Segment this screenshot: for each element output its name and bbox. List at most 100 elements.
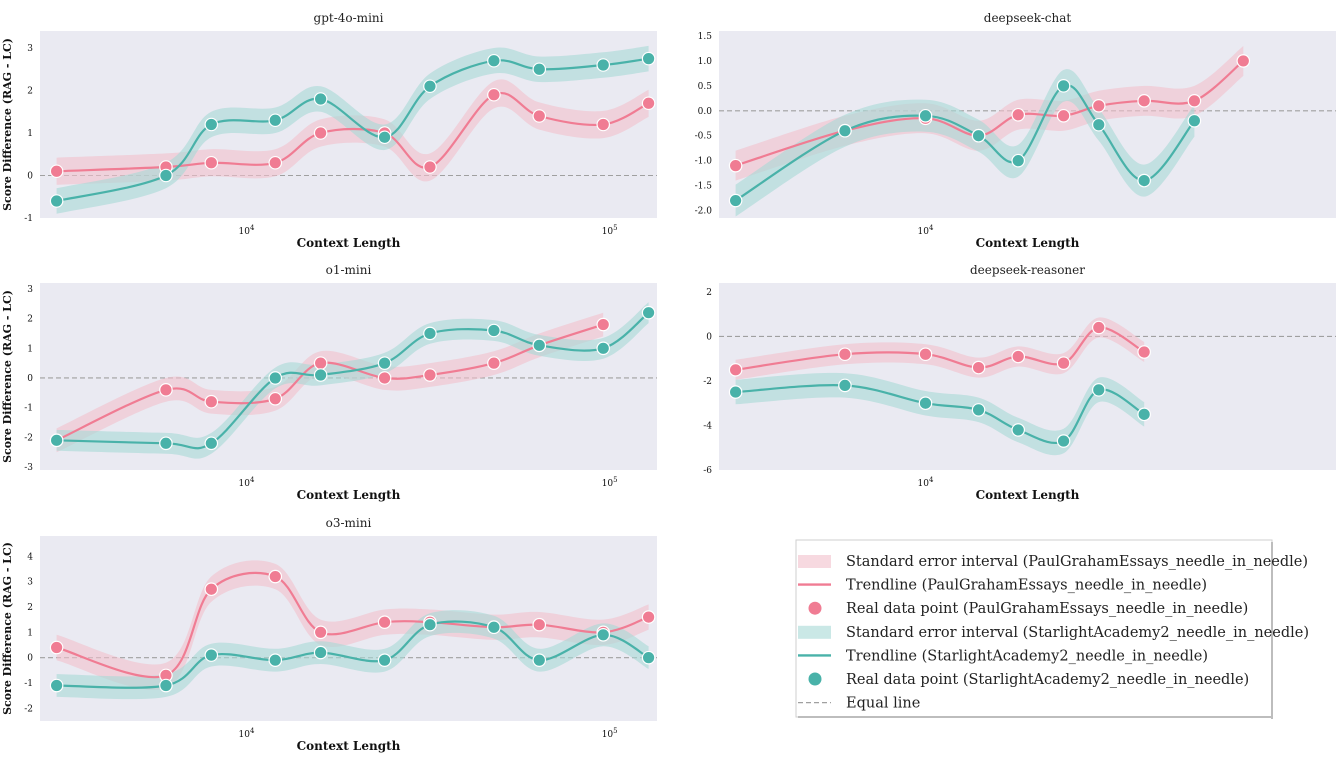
legend-item: Trendline (StarlightAcademy2_needle_in_n… (798, 648, 1208, 664)
legend-label: Equal line (846, 696, 920, 712)
x-tick-label: 105 (602, 476, 618, 489)
data-point-paul (423, 368, 437, 382)
data-point-paul (1236, 54, 1251, 68)
x-tick-label: 104 (239, 224, 255, 237)
data-point-star (532, 338, 547, 353)
data-point-paul (1091, 320, 1106, 335)
data-point-paul (487, 356, 501, 370)
data-point-paul (487, 87, 501, 102)
x-tick-label: 104 (918, 476, 934, 489)
data-point-paul (204, 155, 219, 170)
data-point-paul (1056, 356, 1071, 370)
data-point-star (487, 323, 501, 338)
data-point-star (204, 117, 219, 132)
data-point-star (313, 645, 328, 660)
x-tick-label: 104 (918, 224, 934, 237)
data-point-paul (268, 155, 283, 170)
standard-error-band-paul (735, 46, 1244, 181)
y-tick-label: -2 (24, 433, 33, 443)
data-point-star (1011, 423, 1026, 437)
data-point-paul (641, 96, 656, 111)
data-point-star (268, 653, 283, 667)
y-axis-label: Score Difference (RAG - LC) (1, 290, 14, 463)
y-tick-label: 3 (27, 578, 33, 588)
data-point-star (728, 385, 743, 399)
data-point-paul (204, 394, 219, 409)
y-tick-label: 3 (27, 44, 33, 54)
y-tick-label: 0.0 (698, 107, 713, 117)
data-point-star (728, 193, 743, 208)
data-point-paul (728, 363, 743, 377)
data-point-star (596, 58, 611, 72)
data-point-paul (971, 360, 986, 375)
chart-panel-o1-mini: o1-mini Context Length Score Difference (R… (1, 263, 657, 502)
data-point-star (159, 168, 173, 183)
legend-item: Real data point (StarlightAcademy2_needl… (808, 672, 1249, 688)
data-point-star (1056, 79, 1071, 93)
legend-item: Equal line (798, 696, 920, 712)
chart-panel-gpt-4o-mini: gpt-4o-mini Context Length Score Differenc… (1, 11, 657, 250)
standard-error-band-paul (56, 560, 649, 690)
data-point-star (49, 433, 64, 448)
data-point-paul (268, 391, 283, 406)
y-tick-label: -1 (24, 404, 33, 414)
data-point-star (377, 653, 392, 667)
x-axis-label: Context Length (297, 488, 401, 502)
y-tick-label: -1 (24, 679, 33, 689)
x-tick-label: 104 (239, 476, 255, 489)
data-point-star (313, 368, 328, 382)
y-tick-label: -3 (24, 463, 33, 473)
data-point-star (918, 396, 933, 411)
data-point-paul (1137, 345, 1151, 359)
data-point-paul (1056, 108, 1071, 123)
y-tick-label: 4 (27, 552, 33, 562)
legend-label: Standard error interval (PaulGrahamEssay… (846, 554, 1308, 570)
y-tick-label: 2 (706, 288, 712, 298)
data-point-star (487, 620, 501, 635)
legend-label: Standard error interval (StarlightAcadem… (846, 625, 1309, 641)
data-point-paul (1137, 94, 1151, 108)
y-tick-label: -1.5 (695, 182, 713, 192)
y-tick-label: -2 (24, 704, 33, 714)
chart-title: deepseek-chat (984, 11, 1072, 25)
data-point-star (49, 194, 64, 208)
x-tick-label: 105 (602, 224, 618, 237)
data-point-paul (918, 347, 933, 362)
trendline-paul (56, 323, 604, 442)
data-point-star (596, 341, 611, 356)
data-point-star (641, 650, 656, 665)
trendline-paul (735, 60, 1245, 167)
data-point-star (423, 79, 437, 94)
legend-swatch-point (808, 601, 822, 615)
standard-error-band-paul (735, 317, 1145, 380)
y-tick-label: 2 (27, 315, 33, 325)
standard-error-band-star (735, 69, 1195, 217)
data-point-paul (1187, 94, 1202, 108)
data-point-star (423, 617, 437, 632)
y-tick-label: -1.0 (695, 157, 713, 167)
data-point-paul (49, 164, 64, 179)
legend-item: Standard error interval (StarlightAcadem… (798, 625, 1309, 641)
data-point-paul (159, 383, 173, 397)
data-point-star (641, 305, 656, 320)
trendline-paul (56, 571, 649, 679)
standard-error-band-star (56, 610, 649, 700)
y-tick-label: 1.0 (698, 57, 713, 67)
data-point-star (532, 62, 547, 77)
legend-label: Real data point (PaulGrahamEssays_needle… (846, 601, 1248, 617)
data-point-star (377, 356, 392, 370)
data-point-paul (313, 356, 328, 370)
data-point-star (1056, 434, 1071, 448)
data-point-paul (313, 126, 328, 140)
y-tick-label: -0.5 (695, 132, 713, 142)
data-point-star (313, 92, 328, 106)
data-point-paul (204, 582, 219, 597)
y-tick-label: -4 (703, 421, 712, 431)
data-point-paul (49, 640, 64, 655)
y-tick-label: 0 (27, 172, 33, 182)
data-point-paul (423, 160, 437, 174)
legend: Standard error interval (PaulGrahamEssay… (795, 539, 1309, 719)
data-point-star (1137, 173, 1151, 188)
x-axis-label: Context Length (297, 739, 401, 753)
y-tick-label: -2.0 (695, 207, 713, 217)
